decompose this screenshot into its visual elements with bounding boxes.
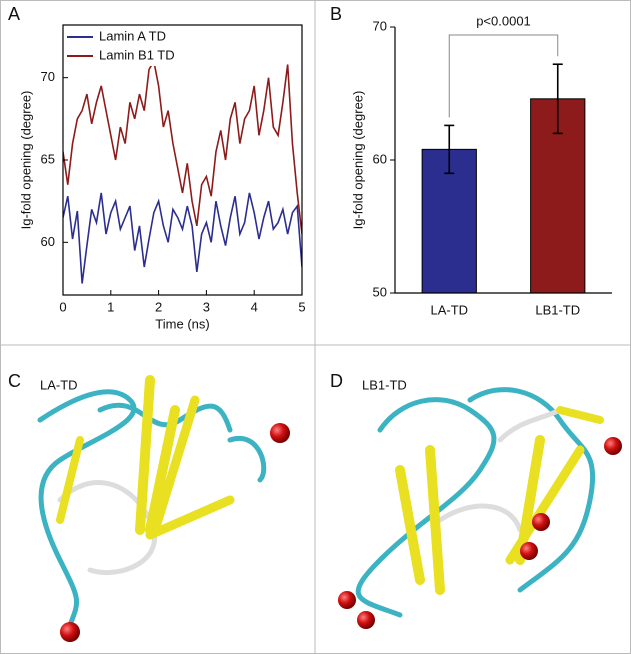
y-tick-label: 50 bbox=[373, 284, 387, 299]
x-tick-label: 2 bbox=[155, 299, 162, 314]
x-tick-label: 0 bbox=[59, 299, 66, 314]
annotation: p<0.0001 bbox=[476, 13, 531, 28]
y-axis-label: Ig-fold opening (degree) bbox=[350, 91, 365, 230]
y-tick-label: 70 bbox=[41, 69, 55, 84]
panel-letter: C bbox=[8, 371, 21, 391]
error-bar bbox=[552, 63, 563, 135]
structure-label: LA-TD bbox=[40, 377, 78, 392]
plot-lines bbox=[63, 58, 302, 284]
y-axis-label: Ig-fold opening (degree) bbox=[18, 91, 33, 230]
y-tick-label: 65 bbox=[41, 151, 55, 166]
legend-box bbox=[64, 26, 192, 66]
y-tick-label: 60 bbox=[41, 234, 55, 249]
x-tick-label: LB1-TD bbox=[535, 302, 580, 317]
legend-label: Lamin A TD bbox=[99, 28, 166, 43]
x-tick-label: LA-TD bbox=[430, 302, 468, 317]
structure-d bbox=[338, 387, 622, 629]
x-tick-label: 4 bbox=[251, 299, 258, 314]
series-line bbox=[63, 58, 302, 235]
y-tick-label: 60 bbox=[373, 151, 387, 166]
x-tick-label: 5 bbox=[298, 299, 305, 314]
structure-label: LB1-TD bbox=[362, 377, 407, 392]
significance-bracket bbox=[448, 34, 559, 118]
series-line bbox=[63, 192, 302, 284]
y-tick-label: 70 bbox=[373, 18, 387, 33]
x-tick-label: 3 bbox=[203, 299, 210, 314]
panel-letter: D bbox=[330, 371, 343, 391]
x-tick-label: 1 bbox=[107, 299, 114, 314]
legend-label: Lamin B1 TD bbox=[99, 47, 175, 62]
structure-c bbox=[37, 375, 290, 642]
error-bar bbox=[444, 124, 455, 175]
panel-letter: A bbox=[8, 4, 20, 24]
panel-letter: B bbox=[330, 4, 342, 24]
x-axis-label: Time (ns) bbox=[155, 316, 209, 331]
